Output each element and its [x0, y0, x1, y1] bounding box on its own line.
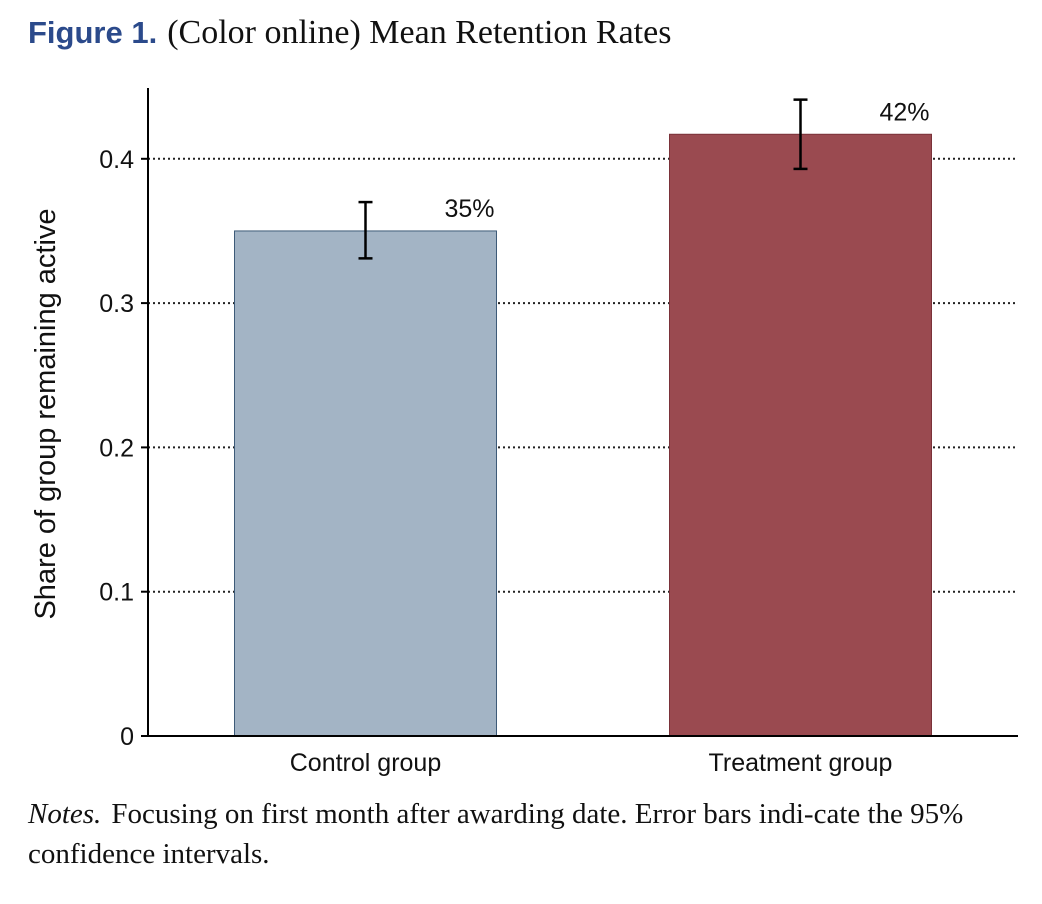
y-tick-label: 0.2: [99, 434, 134, 462]
y-tick-label: 0: [120, 723, 134, 751]
y-tick-label: 0.3: [99, 290, 134, 318]
figure-caption: Figure 1. (Color online) Mean Retention R…: [28, 14, 671, 52]
data-label: 42%: [879, 98, 929, 126]
y-tick-label: 0.4: [99, 146, 134, 174]
figure-title: (Color online) Mean Retention Rates: [167, 14, 672, 51]
bar: [234, 230, 497, 737]
x-tick-label: Control group: [290, 749, 441, 777]
notes-label: Notes.: [28, 798, 102, 830]
figure-notes: Notes. Focusing on first month after awar…: [28, 794, 1018, 874]
figure-label: Figure 1.: [28, 15, 158, 50]
bar: [669, 133, 932, 737]
y-tick-label: 0.1: [99, 579, 134, 607]
data-label: 35%: [444, 195, 494, 223]
notes-text: Focusing on first month after awarding d…: [28, 798, 964, 870]
bar-chart: 35% Control group 42% Treatment group 0 0.1 0.…: [30, 88, 1018, 777]
y-axis-title: Share of group remaining active: [30, 208, 62, 619]
x-tick-label: Treatment group: [709, 749, 893, 777]
